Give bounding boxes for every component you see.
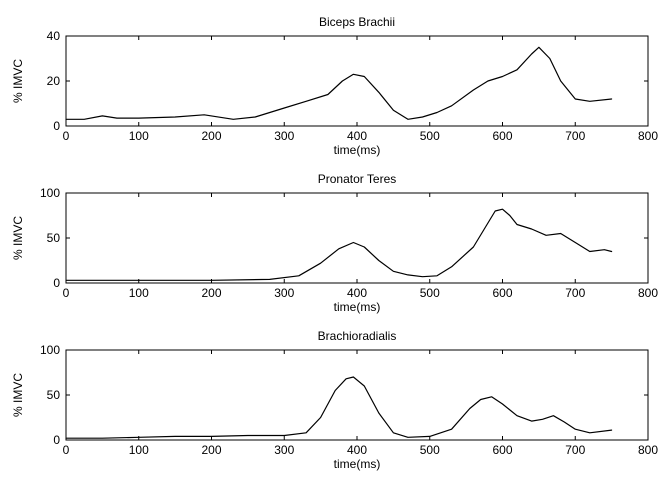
y-tick-label: 0 [53, 276, 60, 290]
x-axis-label: time(ms) [334, 300, 381, 314]
x-tick-label: 0 [63, 129, 70, 143]
series-line [65, 46, 613, 120]
panel-3: 0 100 200 300 400 500 600 700 800 0 50 100 Brachiora… [11, 329, 658, 471]
y-tick-label: 0 [53, 119, 60, 133]
y-tick-label: 40 [47, 29, 61, 43]
y-axis-label: % IMVC [11, 373, 25, 417]
x-tick-label: 100 [129, 286, 149, 300]
axes-box [65, 192, 649, 284]
x-tick-label: 800 [638, 129, 658, 143]
y-axis-label: % IMVC [11, 59, 25, 103]
x-tick-label: 600 [492, 286, 512, 300]
x-tick-label: 400 [347, 129, 367, 143]
x-tick-label: 300 [274, 286, 294, 300]
x-tick-label: 800 [638, 443, 658, 457]
y-tick-label: 50 [47, 231, 61, 245]
panel-title: Pronator Teres [318, 172, 397, 186]
panel-title: Biceps Brachii [319, 15, 395, 29]
x-tick-label: 100 [129, 129, 149, 143]
x-tick-label: 500 [420, 129, 440, 143]
x-tick-label: 600 [492, 129, 512, 143]
series-line [65, 376, 613, 439]
panel-title: Brachioradialis [318, 329, 397, 343]
x-tick-label: 500 [420, 443, 440, 457]
x-axis-label: time(ms) [334, 143, 381, 157]
x-tick-label: 300 [274, 443, 294, 457]
x-tick-label: 500 [420, 286, 440, 300]
panel-1: 0 100 200 300 400 500 600 700 800 0 20 40 Biceps Bra… [11, 15, 658, 157]
y-tick-label: 100 [40, 186, 60, 200]
x-tick-label: 200 [201, 443, 221, 457]
x-tick-label: 0 [63, 286, 70, 300]
y-axis-label: % IMVC [11, 216, 25, 260]
x-tick-label: 700 [565, 129, 585, 143]
x-axis-label: time(ms) [334, 457, 381, 471]
panel-2: 0 100 200 300 400 500 600 700 800 0 50 100 Pronator … [11, 172, 658, 314]
y-tick-label: 50 [47, 388, 61, 402]
x-tick-label: 100 [129, 443, 149, 457]
x-tick-label: 300 [274, 129, 294, 143]
x-tick-label: 700 [565, 286, 585, 300]
y-tick-label: 20 [47, 74, 61, 88]
axes-box [65, 349, 649, 441]
x-tick-label: 200 [201, 286, 221, 300]
x-tick-label: 800 [638, 286, 658, 300]
x-tick-label: 400 [347, 443, 367, 457]
x-tick-label: 200 [201, 129, 221, 143]
y-tick-label: 0 [53, 433, 60, 447]
x-tick-label: 600 [492, 443, 512, 457]
y-tick-label: 100 [40, 343, 60, 357]
x-tick-label: 0 [63, 443, 70, 457]
x-tick-label: 400 [347, 286, 367, 300]
series-line [65, 208, 613, 281]
x-tick-label: 700 [565, 443, 585, 457]
